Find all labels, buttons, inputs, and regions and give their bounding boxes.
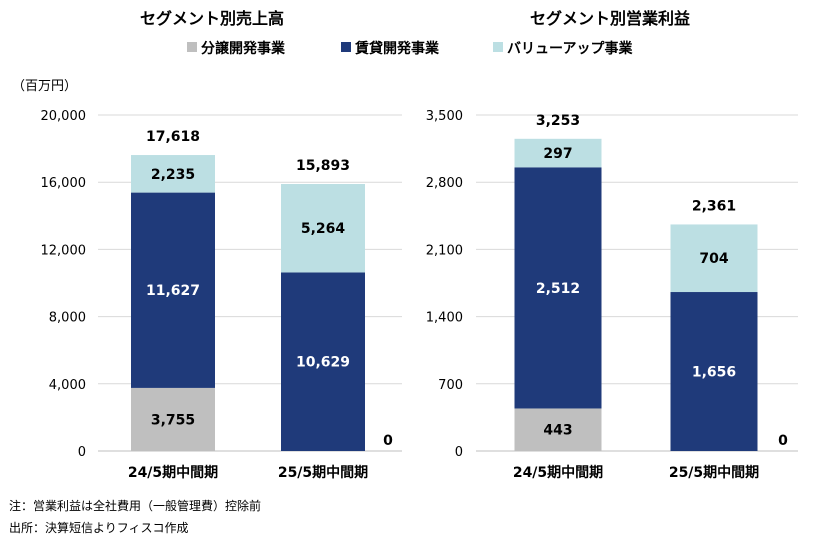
- total-label: 17,618: [146, 129, 200, 145]
- data-label-rental: 2,512: [536, 281, 580, 297]
- bar-condo: [514, 408, 602, 451]
- data-label-condo: 0: [778, 433, 788, 449]
- data-label-condo: 3,755: [151, 412, 195, 428]
- bar-rental: [514, 167, 602, 409]
- total-label: 15,893: [296, 158, 350, 174]
- bar-valueup: [131, 155, 215, 193]
- bar-valueup: [670, 224, 758, 293]
- data-label-condo: 0: [383, 433, 393, 449]
- x-category-label: 24/5期中間期: [513, 464, 603, 481]
- unit-label: （百万円）: [12, 79, 77, 94]
- chart-title-operating-profit: セグメント別営業利益: [530, 9, 690, 28]
- legend-swatch-condo: [187, 42, 197, 52]
- data-label-valueup: 704: [699, 251, 728, 267]
- y-tick-label: 2,800: [426, 176, 463, 191]
- x-category-label: 25/5期中間期: [669, 464, 759, 481]
- y-tick-label: 8,000: [49, 311, 86, 326]
- y-tick-label: 0: [455, 445, 463, 460]
- y-tick-label: 700: [438, 378, 463, 393]
- total-label: 3,253: [536, 113, 580, 129]
- y-tick-label: 3,500: [426, 109, 463, 124]
- legend-label-condo: 分譲開発事業: [201, 40, 286, 57]
- y-tick-label: 0: [78, 445, 86, 460]
- data-label-rental: 1,656: [692, 365, 736, 381]
- chart-title-sales: セグメント別売上高: [140, 9, 284, 28]
- data-label-valueup: 5,264: [301, 221, 346, 237]
- bar-valueup: [281, 183, 365, 273]
- legend-label-valueup: バリューアップ事業: [507, 40, 633, 57]
- legend: 分譲開発事業 賃貸開発事業 バリューアップ事業: [187, 40, 633, 57]
- footnote-operating-profit: 注：営業利益は全社費用（一般管理費）控除前: [9, 499, 262, 513]
- legend-swatch-valueup: [493, 42, 503, 52]
- data-label-condo: 443: [543, 423, 572, 439]
- bar-condo: [131, 387, 215, 451]
- y-tick-label: 2,100: [426, 243, 463, 258]
- data-label-valueup: 2,235: [151, 167, 195, 183]
- total-label: 2,361: [692, 198, 736, 214]
- x-category-label: 25/5期中間期: [278, 464, 368, 481]
- y-tick-label: 4,000: [49, 378, 86, 393]
- y-tick-label: 16,000: [41, 176, 87, 191]
- plot-sales: 0 4,000 8,000 12,000 16,000 20,000 3,755 11,627…: [41, 109, 402, 481]
- y-tick-label: 12,000: [41, 243, 87, 258]
- data-label-rental: 11,627: [146, 283, 200, 299]
- bar-rental: [670, 292, 758, 451]
- data-label-rental: 10,629: [296, 355, 350, 371]
- legend-label-rental: 賃貸開発事業: [354, 40, 440, 57]
- bar-rental: [131, 192, 215, 388]
- bar-valueup: [514, 138, 602, 168]
- y-tick-label: 1,400: [426, 311, 463, 326]
- x-category-label: 24/5期中間期: [128, 464, 218, 481]
- footnote-source: 出所：決算短信よりフィスコ作成: [9, 521, 189, 535]
- y-tick-label: 20,000: [41, 109, 87, 124]
- legend-swatch-rental: [341, 42, 351, 52]
- bar-rental: [281, 272, 365, 451]
- data-label-valueup: 297: [543, 146, 572, 162]
- plot-operating-profit: 0 700 1,400 2,100 2,800 3,500 443 2,512 297 3,253…: [426, 109, 798, 481]
